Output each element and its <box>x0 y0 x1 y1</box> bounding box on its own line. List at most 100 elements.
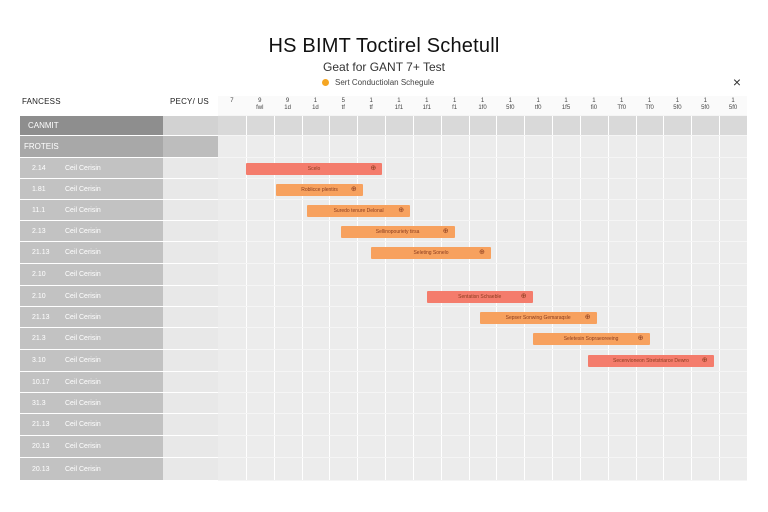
grid-line <box>385 458 387 480</box>
task-row[interactable]: 31.3 Ceil Cerisin <box>20 393 747 414</box>
grid-line <box>468 414 470 435</box>
grid-line <box>329 436 331 457</box>
row-label-cell: 10.17 Ceil Cerisin <box>20 372 163 393</box>
grid-line <box>440 393 442 413</box>
group-row[interactable]: CANMIT <box>20 116 747 136</box>
grid-line <box>552 458 554 480</box>
grid-line <box>691 286 693 306</box>
grid-line <box>579 242 581 263</box>
grid-line <box>663 436 665 457</box>
grid-line <box>357 242 359 263</box>
close-icon[interactable]: × <box>732 74 742 90</box>
timeline-tick: 1 Tf0 <box>612 98 632 112</box>
task-row[interactable]: 21.13 Ceil Cerisin <box>20 242 747 264</box>
grid-line <box>273 307 275 327</box>
grid-line <box>524 328 526 349</box>
grid-line <box>607 264 609 285</box>
grid-line <box>301 200 303 220</box>
task-name: Ceil Cerisin <box>65 164 101 172</box>
timeline-tick: 9 1d <box>278 98 298 112</box>
gantt-bar[interactable]: Sepser Sonwing Gemaraqsle ⊕ <box>479 311 597 324</box>
subgroup-row[interactable]: FROTEIS <box>20 136 747 158</box>
bar-handle-icon[interactable]: ⊕ <box>478 249 485 256</box>
grid-line <box>412 393 414 413</box>
task-row[interactable]: 2.14 Ceil Cerisin <box>20 158 747 179</box>
grid-line <box>329 136 331 157</box>
grid-line <box>301 242 303 263</box>
task-row[interactable]: 21.13 Ceil Cerisin <box>20 307 747 328</box>
bar-handle-icon[interactable]: ⊕ <box>701 357 708 364</box>
row-timeline-cell <box>218 136 747 158</box>
grid-line <box>552 372 554 392</box>
grid-line <box>468 221 470 241</box>
grid-line <box>440 328 442 349</box>
grid-line <box>691 136 693 157</box>
task-row[interactable]: 20.13 Ceil Cerisin <box>20 436 747 458</box>
task-row[interactable]: 10.17 Ceil Cerisin <box>20 372 747 393</box>
grid-line <box>329 414 331 435</box>
task-row[interactable]: 2.10 Ceil Cerisin <box>20 264 747 286</box>
task-row[interactable]: 21.13 Ceil Cerisin <box>20 414 747 436</box>
grid-line <box>663 242 665 263</box>
gantt-bar[interactable]: Sentatisn Schaeble ⊕ <box>426 290 533 303</box>
timeline-tick-bottom: tf0 <box>534 105 542 111</box>
task-row[interactable]: 1.81 Ceil Cerisin <box>20 179 747 200</box>
gantt-bar[interactable]: Secenvioneon Stretstriarce Dewro ⊕ <box>588 355 714 367</box>
grid-line <box>412 458 414 480</box>
bar-handle-icon[interactable]: ⊕ <box>442 227 449 235</box>
grid-line <box>440 436 442 457</box>
gantt-bar[interactable]: Seletesin Sopraeoreeing ⊕ <box>532 333 650 345</box>
grid-line <box>273 264 275 285</box>
gantt-bar[interactable]: Seleting Sonelo ⊕ <box>371 247 491 259</box>
grid-line <box>663 179 665 199</box>
grid-line <box>412 436 414 457</box>
grid-line <box>385 158 387 178</box>
grid-line <box>524 264 526 285</box>
row-label-cell: 11.1 Ceil Cerisin <box>20 200 163 221</box>
grid-line <box>635 221 637 241</box>
gantt-bar[interactable]: Sellinopouriety tirsa ⊕ <box>340 225 455 238</box>
gantt-bar-label: Sepser Sonwing Gemaraqsle <box>505 314 571 321</box>
timeline-tick-top: 1 <box>703 98 707 104</box>
bar-handle-icon[interactable]: ⊕ <box>398 206 405 214</box>
bar-handle-icon[interactable]: ⊕ <box>370 164 377 172</box>
bar-handle-icon[interactable]: ⊕ <box>520 292 527 300</box>
timeline-tick: 1 f1 <box>445 98 465 112</box>
row-label-cell: 2.10 Ceil Cerisin <box>20 286 163 307</box>
grid-line <box>245 393 247 413</box>
row-label-cell: 3.10 Ceil Cerisin <box>20 350 163 372</box>
task-row[interactable]: 2.10 Ceil Cerisin <box>20 286 747 307</box>
grid-line <box>412 307 414 327</box>
grid-line <box>719 221 721 241</box>
task-row[interactable]: 20.13 Ceil Cerisin <box>20 458 747 481</box>
grid-line <box>412 179 414 199</box>
grid-line <box>579 158 581 178</box>
gantt-bar[interactable]: Roblicce plentirs ⊕ <box>276 183 363 196</box>
grid-line <box>579 393 581 413</box>
grid-line <box>273 372 275 392</box>
row-spacer-cell <box>163 350 218 372</box>
group-label: CANMIT <box>28 121 59 130</box>
timeline-tick-bottom: 1d <box>284 105 291 111</box>
grid-line <box>719 436 721 457</box>
bar-handle-icon[interactable]: ⊕ <box>584 313 591 321</box>
gantt-bar[interactable]: Suredo tenure Delonal ⊕ <box>307 204 411 217</box>
grid-line <box>273 136 275 157</box>
grid-line <box>719 307 721 327</box>
grid-line <box>440 372 442 392</box>
grid-line <box>468 307 470 327</box>
timeline-tick: 1 fi0 <box>584 98 604 112</box>
grid-line <box>301 458 303 480</box>
grid-line <box>719 393 721 413</box>
grid-line <box>691 200 693 220</box>
grid-line <box>245 458 247 480</box>
gantt-bar-label: Seleting Sonelo <box>413 250 449 256</box>
task-number: 2.10 <box>32 271 46 278</box>
grid-line <box>663 116 665 135</box>
task-number: 20.13 <box>32 465 50 473</box>
grid-line <box>579 350 581 371</box>
bar-handle-icon[interactable]: ⊕ <box>350 185 357 193</box>
gantt-bar[interactable]: Scelo ⊕ <box>245 162 383 175</box>
bar-handle-icon[interactable]: ⊕ <box>637 335 644 342</box>
grid-line <box>607 136 609 157</box>
